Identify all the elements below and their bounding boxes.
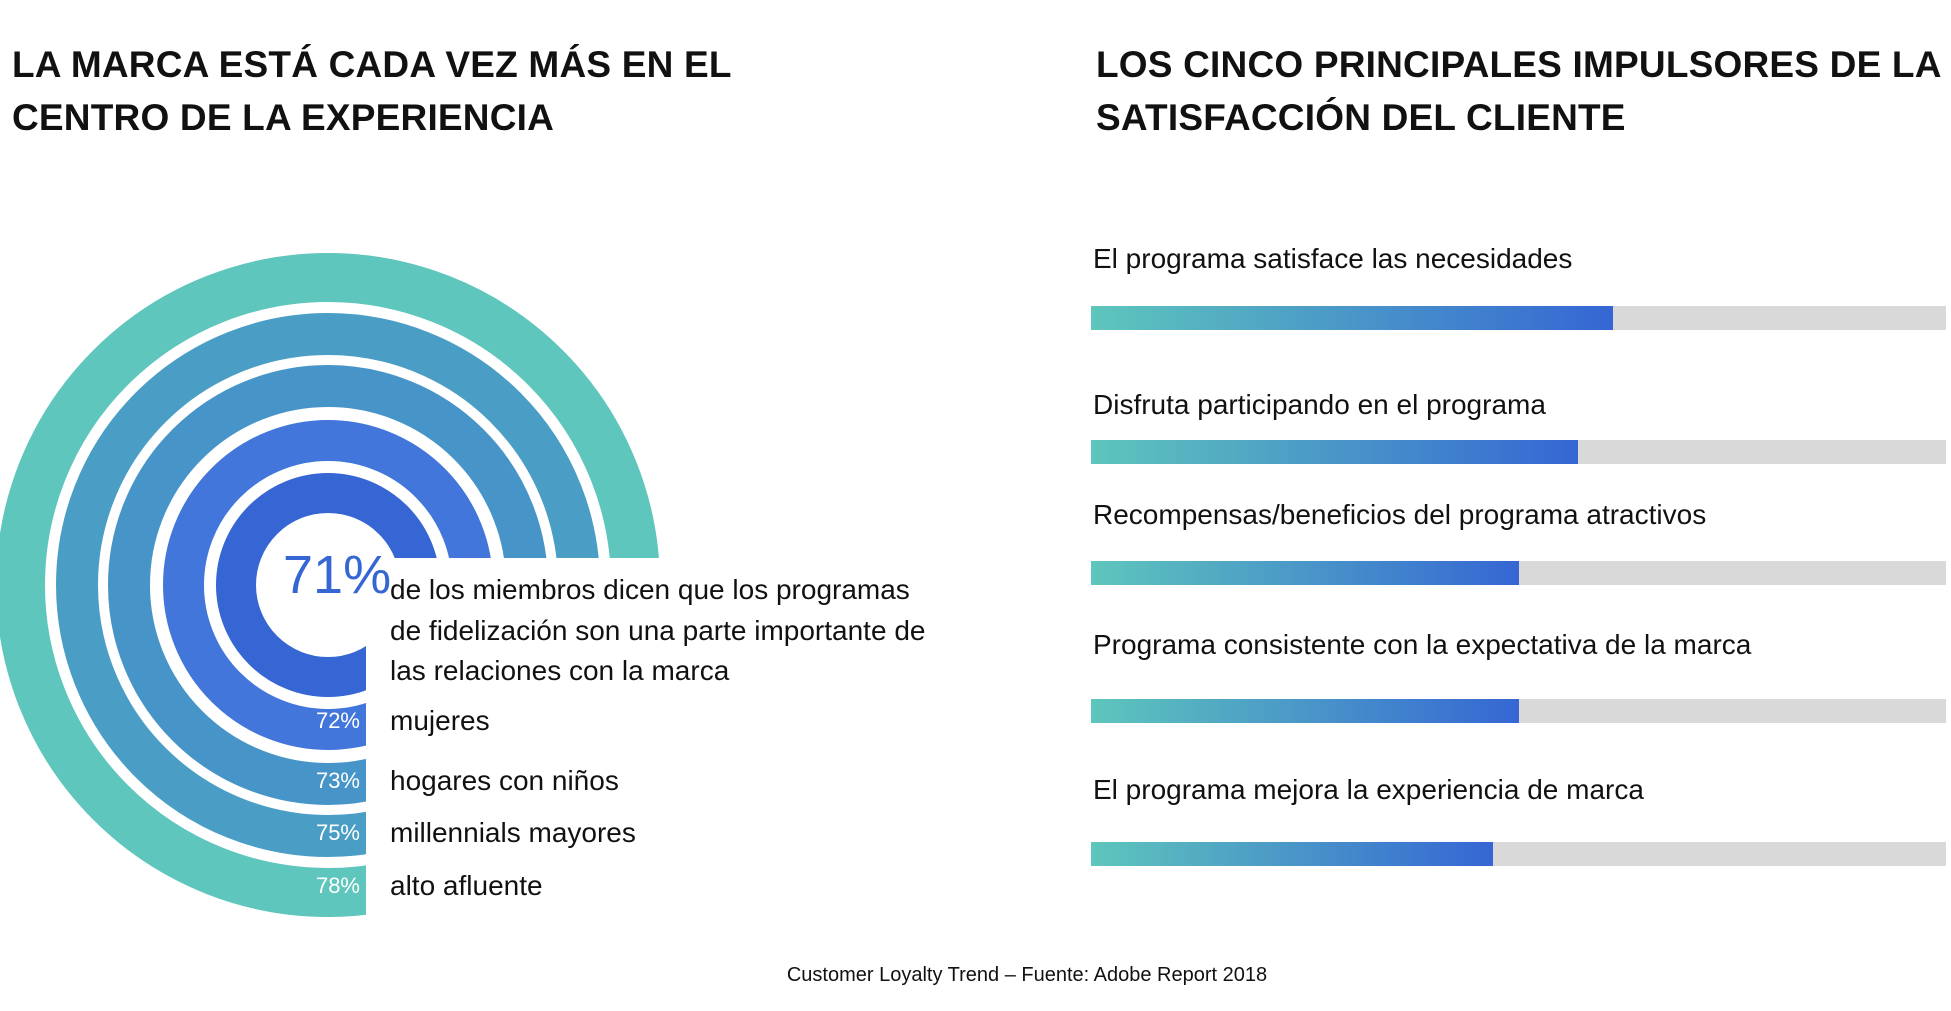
bar-label: El programa mejora la experiencia de mar… (1093, 774, 1644, 805)
bar-track (1091, 842, 1946, 866)
ring-clip-mask (366, 558, 700, 930)
segment-value-label: 75% (315, 820, 360, 845)
bar-fill (1091, 561, 1519, 585)
radial-chart (0, 253, 700, 930)
left-title-line: CENTRO DE LA EXPERIENCIA (12, 97, 555, 138)
bar-label: El programa satisface las necesidades (1093, 243, 1573, 274)
segment-label: millennials mayores (390, 817, 636, 848)
headline-value: 71% (283, 545, 392, 605)
right-title: LOS CINCO PRINCIPALES IMPULSORES DE LA SA… (1096, 38, 1942, 144)
bar-track (1091, 561, 1946, 585)
headline-line: de los miembros dicen que los programas (390, 574, 910, 605)
segment-value-label: 72% (315, 708, 360, 733)
headline-line: las relaciones con la marca (390, 655, 730, 686)
segment-label: mujeres (390, 705, 490, 736)
segment-value-label: 73% (315, 768, 360, 793)
right-title-line: LOS CINCO PRINCIPALES IMPULSORES DE LA (1096, 44, 1942, 85)
left-title: LA MARCA ESTÁ CADA VEZ MÁS EN EL CENTRO D… (12, 38, 732, 144)
bar-fill (1091, 306, 1613, 330)
segment-value-label: 78% (315, 873, 360, 898)
footer-source: Customer Loyalty Trend – Fuente: Adobe R… (786, 964, 1268, 986)
headline-line: de fidelización son una parte importante… (390, 614, 926, 646)
bar-label: Recompensas/beneficios del programa atra… (1093, 499, 1707, 530)
bar-label: Disfruta participando en el programa (1093, 389, 1546, 420)
bar-fill (1091, 699, 1519, 723)
segment-label: hogares con niños (390, 765, 619, 796)
bar-track (1091, 440, 1946, 464)
bar-track (1091, 699, 1946, 723)
right-title-line: SATISFACCIÓN DEL CLIENTE (1096, 97, 1626, 138)
left-title-line: LA MARCA ESTÁ CADA VEZ MÁS EN EL (12, 44, 732, 85)
bar-label: Programa consistente con la expectativa … (1093, 629, 1752, 660)
bar-track (1091, 306, 1946, 330)
bar-fill (1091, 842, 1493, 866)
segment-label: alto afluente (390, 870, 543, 901)
bar-fill (1091, 440, 1579, 464)
headline-text: de los miembros dicen que los programas … (390, 570, 925, 692)
